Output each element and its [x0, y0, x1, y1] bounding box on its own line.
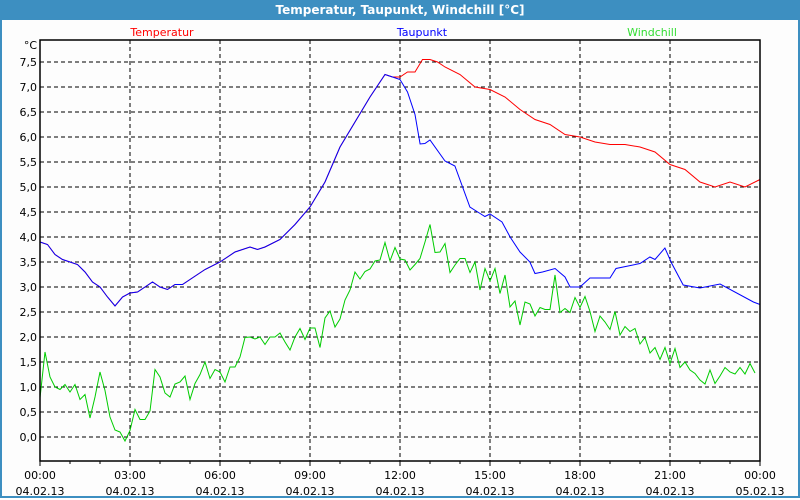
y-tick-label: 0,5 — [20, 406, 38, 419]
y-tick-label: 7,5 — [20, 56, 38, 69]
x-tick-date: 04.02.13 — [16, 485, 65, 498]
y-tick-label: 3,0 — [20, 281, 38, 294]
series-line-taupunkt — [39, 73, 761, 307]
x-tick-time: 03:00 — [114, 469, 146, 482]
y-tick-label: 1,5 — [20, 356, 38, 369]
window-title: Temperatur, Taupunkt, Windchill [°C] — [2, 0, 798, 20]
x-tick-time: 15:00 — [474, 469, 506, 482]
x-tick-time: 00:00 — [744, 469, 776, 482]
legend-temperatur: Temperatur — [129, 26, 194, 39]
plot-frame — [39, 39, 761, 462]
y-tick-label: 0,0 — [20, 431, 38, 444]
x-tick-time: 12:00 — [384, 469, 416, 482]
y-tick-label: 7,0 — [20, 81, 38, 94]
y-axis-unit: °C — [24, 39, 38, 52]
x-tick-date: 04.02.13 — [106, 485, 155, 498]
y-tick-label: 6,0 — [20, 131, 38, 144]
y-tick-label: 4,0 — [20, 231, 38, 244]
x-tick-time: 21:00 — [654, 469, 686, 482]
series-line-windchill — [39, 224, 756, 443]
y-tick-label: 5,5 — [20, 156, 38, 169]
y-tick-label: 6,5 — [20, 106, 38, 119]
x-tick-time: 00:00 — [24, 469, 56, 482]
y-tick-label: 2,0 — [20, 331, 38, 344]
y-tick-label: 1,0 — [20, 381, 38, 394]
x-tick-time: 06:00 — [204, 469, 236, 482]
x-tick-date: 04.02.13 — [466, 485, 515, 498]
x-tick-date: 04.02.13 — [646, 485, 695, 498]
x-tick-date: 05.02.13 — [736, 485, 785, 498]
legend-taupunkt: Taupunkt — [396, 26, 448, 39]
x-tick-date: 04.02.13 — [556, 485, 605, 498]
y-tick-label: 2,5 — [20, 306, 38, 319]
y-tick-label: 5,0 — [20, 181, 38, 194]
x-tick-date: 04.02.13 — [286, 485, 335, 498]
x-tick-date: 04.02.13 — [196, 485, 245, 498]
y-tick-label: 4,5 — [20, 206, 38, 219]
x-tick-time: 09:00 — [294, 469, 326, 482]
y-tick-label: 3,5 — [20, 256, 38, 269]
x-tick-time: 18:00 — [564, 469, 596, 482]
x-tick-date: 04.02.13 — [376, 485, 425, 498]
legend-windchill: Windchill — [627, 26, 677, 39]
